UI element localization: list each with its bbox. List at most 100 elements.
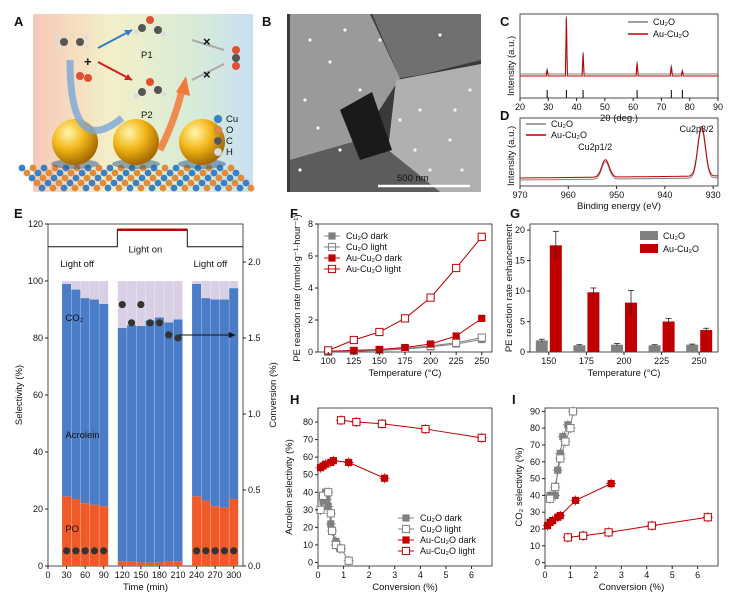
au-particle bbox=[448, 138, 452, 142]
surface-atom bbox=[45, 169, 53, 177]
surface-atom bbox=[121, 179, 129, 187]
bar-co2 bbox=[201, 281, 211, 299]
x-axis-label: Conversion (%) bbox=[599, 582, 664, 593]
y-tick-label: 80 bbox=[530, 423, 540, 433]
bar-acrolein bbox=[201, 298, 211, 501]
x-tick-label: 940 bbox=[657, 190, 672, 200]
atom bbox=[76, 72, 84, 80]
y-tick-label: 0 bbox=[38, 561, 43, 571]
x-tick-label: 150 bbox=[133, 570, 148, 580]
surface-atom bbox=[40, 164, 48, 172]
y-tick-label: 0 bbox=[520, 347, 525, 357]
x-axis-label: 2θ (deg.) bbox=[600, 113, 638, 124]
bar-co2 bbox=[127, 281, 137, 326]
series-line-au-cu2o bbox=[520, 125, 718, 179]
au-particle bbox=[308, 38, 312, 42]
bar-acrolein bbox=[71, 289, 81, 500]
au-particle bbox=[418, 108, 422, 112]
y-tick-label: 20 bbox=[530, 524, 540, 534]
atom bbox=[83, 44, 89, 50]
surface-atom bbox=[82, 184, 90, 192]
au-particle bbox=[438, 33, 442, 37]
conversion-point bbox=[211, 547, 219, 555]
y-tick-label: 50 bbox=[303, 470, 313, 480]
atom bbox=[232, 62, 240, 70]
data-point bbox=[426, 340, 435, 348]
x-axis-label: Binding energy (eV) bbox=[577, 201, 661, 212]
y2-tick-label: 0.0 bbox=[248, 561, 261, 571]
atom-legend-icon bbox=[213, 125, 223, 135]
data-point bbox=[647, 521, 656, 530]
bar-co2 bbox=[71, 281, 81, 290]
data-point bbox=[327, 520, 335, 528]
plot-frame bbox=[519, 117, 719, 187]
legend-label: Au-Cu₂O light bbox=[346, 264, 402, 274]
data-point bbox=[336, 544, 346, 553]
legend-label: Au-Cu₂O bbox=[653, 29, 689, 39]
plus-sign: + bbox=[84, 54, 92, 69]
panel-label: I bbox=[512, 392, 516, 407]
conversion-point bbox=[230, 547, 238, 555]
y-tick-label: 70 bbox=[303, 435, 313, 445]
y-tick-label: 40 bbox=[303, 487, 313, 497]
x-tick-label: 200 bbox=[616, 356, 631, 366]
x-axis-label: Time (min) bbox=[123, 582, 168, 593]
x-tick-label: 970 bbox=[512, 190, 527, 200]
plot-frame bbox=[317, 223, 493, 353]
surface-atom bbox=[33, 179, 41, 187]
surface-atom bbox=[100, 169, 108, 177]
y-tick-label: 80 bbox=[303, 417, 313, 427]
crystal-face bbox=[372, 14, 481, 78]
conversion-point bbox=[146, 319, 154, 327]
reaction-path-arrow bbox=[66, 59, 125, 134]
bar-co2 bbox=[173, 281, 183, 320]
surface-atom bbox=[170, 184, 178, 192]
data-point bbox=[375, 327, 384, 337]
conversion-point bbox=[90, 547, 99, 555]
surface-atom bbox=[143, 179, 151, 187]
p1-molecule-icon bbox=[133, 16, 167, 37]
y-tick-label: 90 bbox=[530, 406, 540, 416]
surface-atom bbox=[34, 169, 42, 177]
data-point bbox=[319, 497, 327, 505]
chart-c: 20 30 40 50 60 70 80 90 2θ (deg.) Intensity (a.u.… bbox=[506, 13, 723, 124]
x-tick-label: 6 bbox=[695, 570, 700, 580]
surface-atom bbox=[192, 184, 200, 192]
plot-frame bbox=[544, 407, 719, 567]
x-tick-label: 40 bbox=[572, 102, 582, 112]
gold-nanoparticle-icon bbox=[179, 119, 225, 165]
chart-g: 150 175 200 225 250 0 5 10 15 20 Cu₂O Au-Cu₂O Temper… bbox=[504, 223, 719, 379]
data-point bbox=[344, 556, 353, 565]
x-tick-label: 180 bbox=[152, 570, 167, 580]
data-point bbox=[324, 502, 332, 510]
surface-atom bbox=[95, 164, 103, 172]
panel-label: G bbox=[510, 206, 520, 221]
conversion-point bbox=[127, 319, 136, 327]
x-tick-label: 1 bbox=[568, 570, 573, 580]
data-point bbox=[477, 232, 486, 241]
x-tick-label: 125 bbox=[346, 356, 361, 366]
y-tick-label: 5 bbox=[520, 317, 525, 327]
plot-frame bbox=[519, 13, 719, 99]
data-point bbox=[401, 343, 409, 352]
co2-molecule-icon bbox=[232, 46, 240, 70]
x-tick-label: 930 bbox=[706, 190, 721, 200]
y-tick-label: 40 bbox=[530, 490, 540, 500]
surface-atom bbox=[144, 169, 152, 177]
bar-co2 bbox=[80, 281, 90, 299]
bar bbox=[662, 321, 675, 352]
light-label: Light off bbox=[60, 259, 94, 270]
y2-tick-label: 0.5 bbox=[248, 485, 261, 495]
x-tick-label: 80 bbox=[685, 102, 695, 112]
bar-co2 bbox=[210, 281, 220, 300]
x-tick-label: 2 bbox=[367, 570, 372, 580]
panel-label: E bbox=[14, 206, 23, 221]
surface-atom bbox=[115, 184, 123, 192]
crystal-gap bbox=[340, 92, 392, 160]
legend-label: Cu₂O bbox=[653, 17, 675, 27]
surface-atom bbox=[199, 169, 207, 177]
surface-atom bbox=[116, 174, 124, 182]
